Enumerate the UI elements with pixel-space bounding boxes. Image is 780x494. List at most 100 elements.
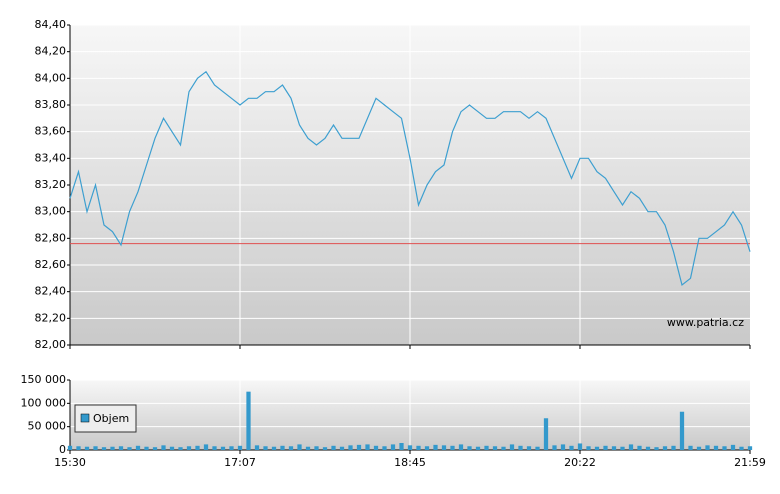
volume-bar	[229, 446, 234, 450]
x-tick-label: 21:59	[734, 456, 766, 469]
y-tick-label: 83,20	[35, 178, 67, 191]
volume-bar	[535, 446, 540, 450]
volume-bar	[577, 443, 583, 450]
volume-bar	[501, 446, 506, 450]
volume-bar	[127, 447, 132, 450]
volume-bar	[314, 446, 319, 450]
volume-bar	[730, 444, 736, 450]
volume-bar	[101, 447, 107, 450]
volume-bar	[518, 445, 523, 450]
y-tick-label: 84,40	[35, 18, 67, 31]
volume-bar	[594, 446, 600, 450]
y-tick-label: 82,40	[35, 285, 67, 298]
volume-bar	[305, 446, 311, 450]
volume-bar	[271, 446, 277, 450]
volume-bar	[688, 445, 693, 450]
volume-bar	[322, 447, 328, 450]
volume-bar	[203, 444, 209, 450]
volume-bar	[739, 446, 744, 450]
volume-bar	[161, 445, 166, 450]
volume-bar	[654, 447, 659, 450]
volume-bar	[552, 445, 557, 450]
volume-bar	[382, 446, 387, 450]
volume-bar	[628, 444, 634, 450]
y-tick-label: 50 000	[28, 420, 67, 433]
volume-bar	[467, 446, 472, 450]
y-tick-label: 83,00	[35, 205, 67, 218]
volume-bar	[280, 445, 285, 450]
volume-bar	[339, 446, 345, 450]
x-tick-label: 15:30	[54, 456, 86, 469]
volume-bar	[416, 445, 421, 450]
y-tick-label: 82,80	[35, 231, 67, 244]
volume-bar	[671, 445, 676, 450]
volume-bar	[169, 446, 175, 450]
volume-bar	[611, 446, 617, 450]
y-tick-label: 83,60	[35, 125, 67, 138]
volume-bar	[84, 446, 90, 450]
volume-bar	[76, 446, 81, 450]
volume-bar	[297, 444, 302, 450]
volume-bar	[237, 445, 243, 450]
volume-bar	[407, 445, 413, 450]
price-line	[69, 70, 751, 287]
volume-bar	[212, 446, 217, 450]
volume-bar	[645, 446, 651, 450]
volume-bar	[178, 447, 183, 450]
volume-bar	[152, 447, 158, 450]
volume-bar	[569, 445, 574, 450]
volume-bar	[118, 446, 124, 450]
volume-bar	[475, 446, 481, 450]
volume-bar	[543, 418, 549, 450]
volume-bar	[458, 444, 464, 450]
volume-bar	[186, 446, 192, 450]
y-tick-label: 82,00	[35, 338, 67, 351]
y-tick-label: 83,80	[35, 98, 67, 111]
y-tick-label: 84,00	[35, 71, 67, 84]
x-tick-label: 17:07	[224, 456, 256, 469]
volume-bar	[450, 445, 455, 450]
watermark: www.patria.cz	[667, 316, 744, 329]
volume-bar	[331, 445, 336, 450]
volume-bar	[526, 446, 532, 450]
x-tick-label: 20:22	[564, 456, 596, 469]
y-tick-label: 83,40	[35, 151, 67, 164]
volume-bar	[747, 446, 753, 450]
volume-bar	[696, 446, 702, 450]
volume-bar	[144, 446, 149, 450]
volume-bar	[220, 446, 226, 450]
volume-bar	[620, 446, 625, 450]
volume-bar	[679, 411, 685, 450]
volume-bar	[492, 446, 498, 450]
volume-bar	[637, 445, 642, 450]
y-tick-label: 150 000	[21, 373, 67, 386]
volume-bar	[110, 446, 115, 450]
volume-bar	[356, 444, 362, 450]
volume-bar	[246, 391, 251, 450]
volume-bar	[93, 446, 98, 450]
y-tick-label: 82,60	[35, 258, 67, 271]
y-tick-label: 0	[59, 443, 66, 456]
legend-label: Objem	[93, 412, 129, 425]
volume-bar	[560, 444, 566, 450]
volume-bar	[509, 444, 515, 450]
volume-bar	[135, 445, 141, 450]
volume-bar	[348, 445, 353, 450]
volume-bar	[195, 445, 200, 450]
y-tick-label: 84,20	[35, 45, 67, 58]
volume-bar	[484, 445, 489, 450]
volume-bar	[373, 445, 379, 450]
y-tick-label: 100 000	[21, 396, 67, 409]
volume-bar	[586, 446, 591, 450]
volume-bar	[441, 445, 447, 450]
volume-bar	[67, 445, 73, 450]
y-tick-label: 82,20	[35, 311, 67, 324]
volume-bar	[662, 446, 668, 450]
volume-bar	[722, 446, 727, 450]
volume-bar	[424, 446, 430, 450]
volume-bar	[399, 443, 404, 450]
volume-bar	[288, 446, 294, 450]
volume-bar	[433, 444, 438, 450]
volume-bar	[254, 445, 260, 450]
